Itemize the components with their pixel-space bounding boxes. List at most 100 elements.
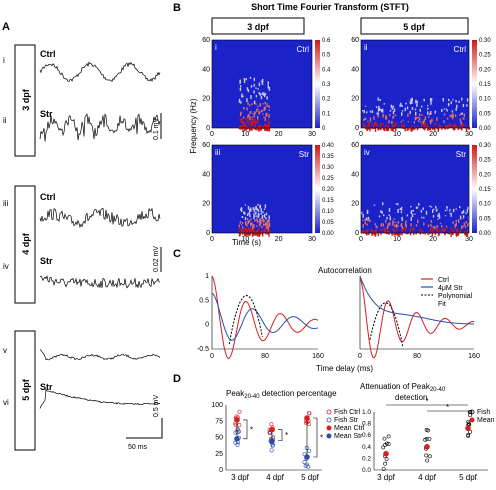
stft-cell [247, 233, 249, 236]
stft-cell [243, 211, 246, 215]
stft-cell [454, 127, 456, 131]
stft-y-tick: 0 [355, 125, 359, 132]
stft-cell [392, 222, 394, 226]
stft-cell [389, 109, 392, 112]
stft-cell [361, 211, 363, 215]
stft-cell [434, 127, 436, 131]
stft-cell [422, 207, 424, 210]
stft-cell [454, 227, 457, 229]
trace-label-str-3dpf: Str [40, 109, 53, 119]
stft-cell [449, 209, 451, 212]
stft-cell [264, 228, 266, 232]
stft-cell [393, 227, 395, 231]
stft-cell [241, 118, 244, 123]
roman-i: i [3, 56, 5, 65]
d-significance-bracket [243, 419, 248, 440]
stft-cell [435, 227, 437, 231]
stft-cell [417, 219, 419, 224]
stft-cell [262, 92, 264, 95]
stft-title: Short Time Fourier Transform (STFT) [251, 2, 409, 12]
stft-plot-iv: iv Str 0 10 20 30 0 20 40 60 0.30 0.25 0.20 0.15 0.10 0… [351, 142, 491, 243]
stft-cell [446, 226, 448, 229]
stft-cell [387, 122, 389, 124]
colorbar-tick: 0.00 [479, 231, 491, 237]
stft-cell [466, 98, 469, 102]
stft-cell [419, 108, 421, 111]
stft-cell [263, 208, 266, 210]
stft-cell [445, 225, 448, 228]
stft-cell [242, 121, 245, 125]
stft-cell [268, 215, 270, 220]
colorbar-tick: 0.30 [322, 165, 334, 171]
stft-cell [423, 98, 425, 102]
stft-cell [432, 209, 434, 213]
stft-cell [388, 120, 390, 124]
autocorr-str-line [211, 292, 319, 341]
stft-cell [252, 119, 254, 123]
stft-cell [266, 222, 269, 224]
stft-cell [374, 223, 376, 226]
stft-cell [265, 212, 268, 216]
stft-cell [395, 223, 398, 228]
stft-x-tick: 20 [429, 131, 437, 138]
stft-cell [409, 110, 411, 115]
stft-cell [399, 104, 401, 107]
stft-cell [446, 209, 448, 211]
d-fish-str-point [233, 430, 238, 435]
stft-cell [249, 116, 251, 120]
stft-cell [372, 229, 374, 232]
d-fish-point [384, 457, 389, 462]
stft-cell [262, 218, 264, 222]
stft-cell [252, 113, 254, 114]
stft-cell [268, 126, 270, 129]
autocorr-x-tick: 0 [358, 353, 362, 360]
d-right-y-tick: 0.4 [362, 444, 371, 451]
stft-cell [401, 232, 403, 236]
stft-cell [457, 229, 459, 233]
stft-cell [265, 217, 267, 220]
stft-cell [400, 102, 402, 107]
stft-cell [258, 228, 260, 230]
legend-fish-marker [469, 409, 475, 415]
colorbar-tick: 0.4 [322, 67, 331, 73]
stft-cell [243, 78, 245, 80]
stft-cell [250, 111, 253, 113]
stft-cell [439, 232, 441, 234]
stft-cell [436, 225, 439, 228]
stft-cell [451, 232, 454, 235]
trace-label-ctrl-3dpf: Ctrl [40, 49, 56, 59]
legend-mean-str-marker [326, 433, 332, 439]
stft-cell [248, 104, 251, 107]
stft-cell [420, 209, 423, 213]
stft-cell [250, 126, 252, 128]
stft-cell [264, 93, 267, 95]
stft-cell [259, 221, 261, 223]
stft-cell [268, 120, 270, 125]
d-fish-str-point [307, 448, 312, 453]
stft-cell [369, 117, 372, 122]
stft-cell [423, 216, 425, 219]
colorbar-tick: 0.20 [479, 67, 491, 73]
stft-cell [268, 230, 270, 234]
d-right-y-tick: 1.0 [362, 409, 371, 416]
stft-x-tick: 30 [308, 236, 316, 243]
stft-x-tick: 0 [359, 236, 363, 243]
stft-cell [404, 227, 406, 232]
stft-cell [244, 233, 246, 237]
stft-cell [421, 105, 423, 108]
stft-cell [376, 123, 378, 127]
scale-label-4dpf: 0.02 mV [153, 246, 160, 272]
legend-ctrl: Ctrl [438, 277, 449, 284]
stft-cell [374, 231, 376, 236]
d-fish-str-point [303, 463, 308, 468]
legend-mean-ctrl: Mean Ctrl [334, 425, 365, 432]
colorbar-tick: 0.30 [479, 143, 491, 149]
stft-cell [262, 103, 264, 105]
stft-cell [245, 128, 248, 131]
stft-cell [448, 123, 451, 125]
autocorr-str-line [359, 275, 474, 325]
stft-cell [445, 125, 447, 128]
stft-cell [240, 224, 243, 226]
stft-cell [241, 228, 243, 232]
d-fish-ctrl-point [237, 409, 242, 414]
